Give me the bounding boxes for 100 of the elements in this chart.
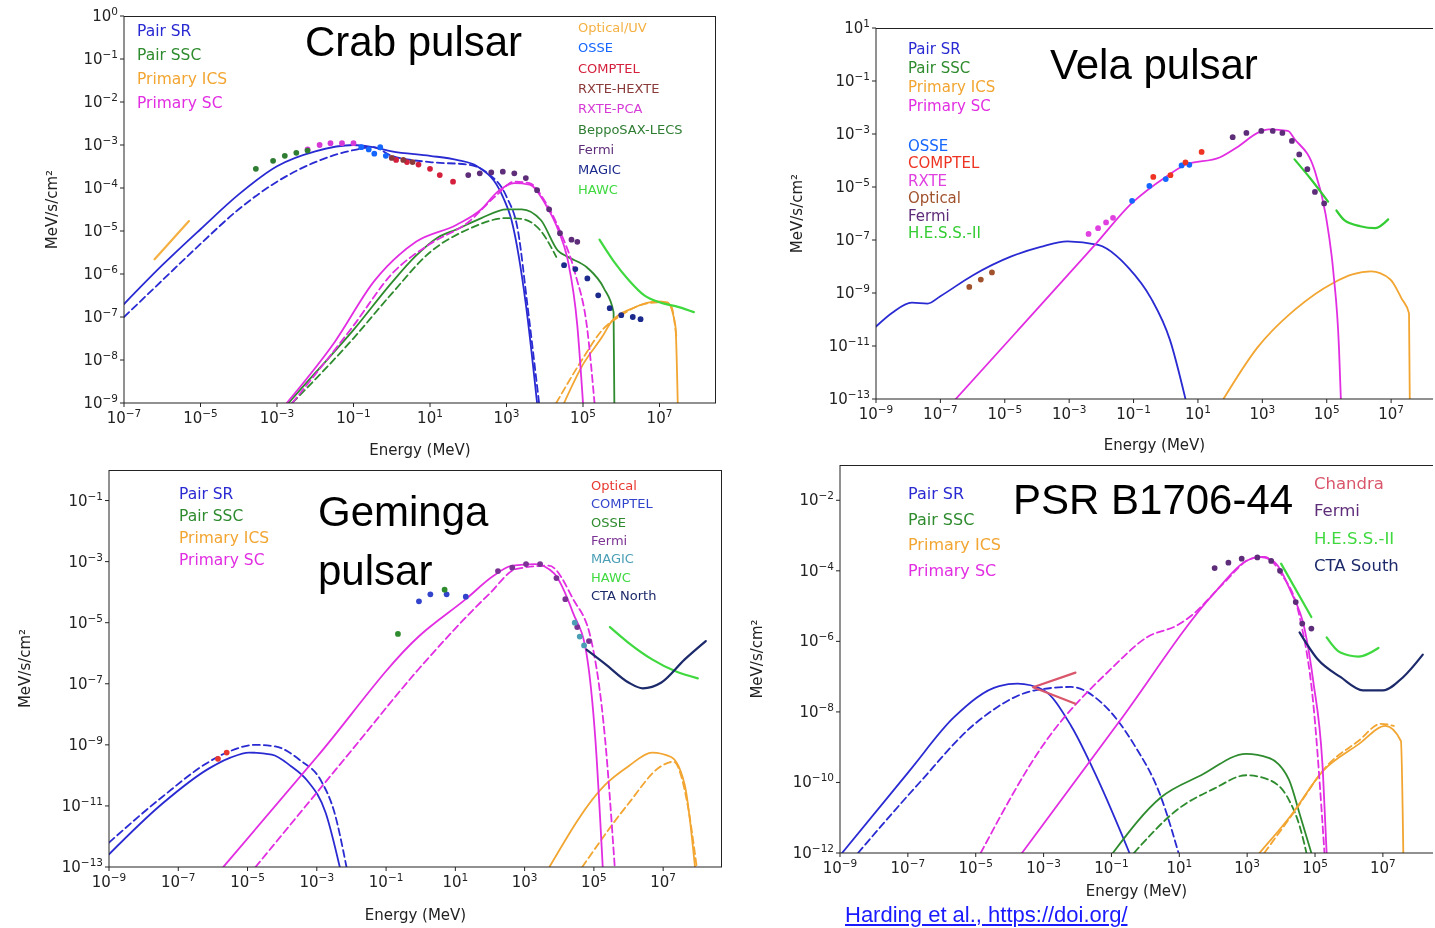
y-tick-label: 10$^{−7}$	[68, 672, 103, 693]
text: RXTE-HEXTE	[578, 79, 660, 98]
text: COMPTEL	[591, 495, 653, 514]
y-tick-label: 10$^{−1}$	[835, 70, 870, 90]
x-tick-label: 10$^{3}$	[1249, 403, 1276, 423]
y-tick-label: 10$^{−13}$	[61, 856, 103, 876]
text: Pair SR	[179, 484, 234, 505]
x-tick-label: 10$^{−3}$	[259, 407, 295, 427]
x-tick-label: 10$^{−5}$	[230, 871, 265, 891]
y-axis-title: MeV/s/cm²	[748, 619, 767, 699]
text: Primary ICS	[137, 69, 228, 90]
x-tick-label: 10$^{−5}$	[987, 403, 1023, 423]
text: RXTE-PCA	[578, 100, 643, 119]
text: OSSE	[908, 137, 949, 156]
text: COMPTEL	[578, 59, 640, 78]
text: Pair SR	[908, 483, 965, 505]
text: Primary ICS	[908, 534, 1001, 556]
text: Fermi	[591, 531, 628, 550]
text: Primary ICS	[179, 528, 270, 549]
text: Fermi	[1314, 500, 1360, 523]
y-tick-label: 10$^{−9}$	[835, 282, 870, 302]
text: Pair SR	[908, 39, 961, 59]
y-tick-label: 10$^{−2}$	[799, 489, 834, 510]
x-tick-label: 10$^{−1}$	[368, 871, 404, 891]
y-tick-label: 10$^{−11}$	[828, 335, 870, 355]
text: MAGIC	[591, 550, 634, 569]
x-tick-label: 10$^{−1}$	[1094, 857, 1129, 877]
x-tick-label: 10$^{−3}$	[1051, 403, 1087, 423]
y-tick-label: 10$^{−7}$	[83, 306, 118, 326]
y-tick-label: 10$^{−9}$	[68, 733, 103, 754]
x-tick-label: 10$^{−7}$	[923, 403, 958, 423]
text: Fermi	[908, 206, 950, 225]
y-tick-label: 10$^{−6}$	[799, 630, 835, 651]
x-tick-label: 10$^{−3}$	[299, 871, 335, 891]
y-axis-title: MeV/s/cm²	[788, 173, 807, 254]
text: Optical	[908, 189, 961, 208]
text: H.E.S.S.-II	[1314, 527, 1395, 550]
x-tick-label: 10$^{3}$	[511, 871, 538, 891]
x-tick-label: 10$^{1}$	[442, 871, 469, 891]
x-tick-label: 10$^{−7}$	[106, 407, 142, 427]
y-tick-label: 10$^{−6}$	[83, 263, 119, 283]
y-tick-label: 10$^{0}$	[92, 5, 118, 25]
y-tick-label: 10$^{−3}$	[835, 123, 870, 143]
y-tick-label: 10$^{−1}$	[83, 48, 118, 68]
y-tick-label: 10$^{−10}$	[792, 771, 834, 792]
text: Pair SSC	[137, 45, 202, 66]
x-tick-label: 10$^{−5}$	[958, 857, 994, 877]
x-tick-label: 10$^{−1}$	[336, 407, 371, 427]
text: CTA North	[591, 586, 657, 605]
text: CTA South	[1314, 554, 1399, 577]
text: Fermi	[578, 140, 615, 159]
y-tick-label: 10$^{−3}$	[83, 134, 118, 154]
text: Primary SC	[137, 93, 223, 114]
x-tick-label: 10$^{7}$	[650, 871, 677, 891]
chart-title: Crab pulsar	[305, 18, 523, 65]
text: Pair SR	[137, 21, 192, 42]
y-tick-label: 10$^{−1}$	[68, 489, 103, 510]
text: Optical/UV	[578, 19, 647, 37]
text: HAWC	[578, 181, 618, 200]
text: H.E.S.S.-II	[908, 224, 981, 243]
y-tick-label: 10$^{−7}$	[835, 229, 870, 249]
x-tick-label: 10$^{1}$	[417, 407, 443, 427]
legend-label: Pair SSC	[908, 58, 971, 78]
y-tick-label: 10$^{−11}$	[61, 794, 103, 815]
x-tick-label: 10$^{7}$	[646, 407, 673, 427]
x-tick-label: 10$^{7}$	[1369, 857, 1396, 877]
text: Primary SC	[908, 96, 991, 116]
x-axis-title: Energy (MeV)	[364, 906, 467, 925]
x-tick-label: 10$^{5}$	[1313, 403, 1340, 423]
text: Geminga pulsar	[318, 487, 490, 596]
text: OSSE	[591, 513, 626, 532]
text: HAWC	[591, 568, 631, 587]
x-axis-title: Energy (MeV)	[369, 441, 471, 460]
text: RXTE	[908, 171, 948, 191]
x-tick-label: 10$^{1}$	[1166, 857, 1193, 877]
text: MAGIC	[578, 161, 621, 180]
x-tick-label: 10$^{5}$	[581, 871, 607, 891]
text: Primary SC	[179, 550, 265, 571]
text: OSSE	[578, 39, 613, 58]
x-tick-label: 10$^{5}$	[1302, 857, 1328, 877]
text: Primary ICS	[908, 77, 996, 97]
text: Chandra	[1314, 473, 1384, 495]
text: Pair SSC	[908, 508, 975, 531]
x-tick-label: 10$^{1}$	[1185, 403, 1211, 423]
y-tick-label: 10$^{−5}$	[68, 611, 103, 632]
y-tick-label: 10$^{−2}$	[83, 91, 118, 111]
y-axis-title: MeV/s/cm²	[16, 628, 35, 709]
text: Primary SC	[908, 559, 997, 582]
x-tick-label: 10$^{5}$	[570, 407, 596, 427]
x-tick-label: 10$^{−7}$	[160, 871, 196, 891]
x-axis-title: Energy (MeV)	[1085, 882, 1188, 901]
x-axis-title: Energy (MeV)	[1103, 436, 1206, 455]
x-tick-label: 10$^{−1}$	[1116, 403, 1151, 423]
text: BeppoSAX-LECS	[578, 120, 683, 139]
y-tick-label: 10$^{−3}$	[68, 550, 103, 571]
x-tick-label: 10$^{−7}$	[890, 857, 926, 877]
y-tick-label: 10$^{−5}$	[83, 220, 118, 240]
text: COMPTEL	[908, 154, 980, 173]
text: Harding et al., https://doi.org/	[845, 902, 1128, 927]
y-tick-label: 10$^{−5}$	[835, 176, 870, 196]
